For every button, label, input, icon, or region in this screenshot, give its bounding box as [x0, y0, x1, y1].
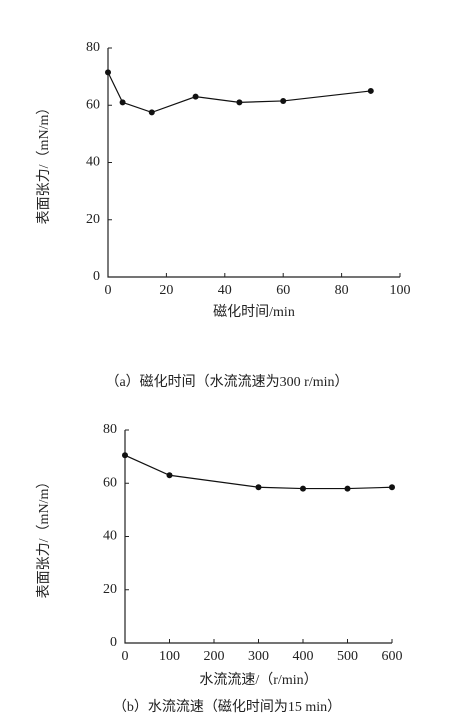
x-tick-label: 0 [122, 649, 129, 664]
x-tick-label: 20 [159, 283, 173, 298]
data-point [236, 99, 243, 106]
x-tick-label: 80 [335, 283, 349, 298]
x-tick-label: 300 [248, 649, 269, 664]
data-point [119, 99, 126, 106]
y-tick-label: 80 [103, 422, 117, 437]
x-tick-label: 100 [390, 283, 411, 298]
series-line [107, 72, 371, 114]
x-tick-label: 0 [105, 283, 112, 298]
y-tick-label: 80 [86, 40, 100, 55]
data-point [280, 97, 287, 104]
caption: （b）水流流速（磁化时间为15 min） [113, 699, 341, 715]
data-point [389, 484, 395, 491]
x-tick-label: 60 [276, 283, 290, 298]
data-point [148, 109, 155, 116]
y-tick-label: 40 [103, 529, 117, 544]
data-point [367, 87, 374, 94]
y-tick-label: 40 [86, 155, 100, 170]
data-point [105, 69, 111, 76]
data-point [255, 484, 262, 491]
y-axis-label: 表面张力/（mN/m） [36, 101, 52, 225]
caption: （a）磁化时间（水流流速为300 r/min） [105, 374, 348, 390]
data-point [122, 452, 128, 459]
x-tick-label: 40 [218, 283, 232, 298]
x-tick-label: 100 [159, 649, 180, 664]
y-tick-label: 60 [86, 97, 100, 112]
data-point [192, 93, 199, 100]
x-tick-label: 500 [337, 649, 358, 664]
y-tick-label: 60 [103, 475, 117, 490]
series-line [124, 454, 393, 490]
x-tick-label: 200 [204, 649, 225, 664]
x-axis-label: 磁化时间/min [213, 304, 295, 320]
y-tick-label: 0 [93, 269, 100, 284]
data-point [300, 485, 306, 492]
x-tick-label: 400 [293, 649, 314, 664]
y-tick-label: 20 [103, 582, 117, 597]
x-axis-label: 水流流速/（r/min） [199, 672, 317, 688]
data-point [344, 485, 351, 492]
y-tick-label: 20 [86, 212, 100, 227]
y-tick-label: 0 [110, 635, 117, 650]
y-axis-label: 表面张力/（mN/m） [36, 475, 52, 599]
axes [124, 430, 392, 644]
x-tick-label: 600 [382, 649, 403, 664]
axes [107, 48, 400, 278]
data-point [166, 472, 173, 479]
